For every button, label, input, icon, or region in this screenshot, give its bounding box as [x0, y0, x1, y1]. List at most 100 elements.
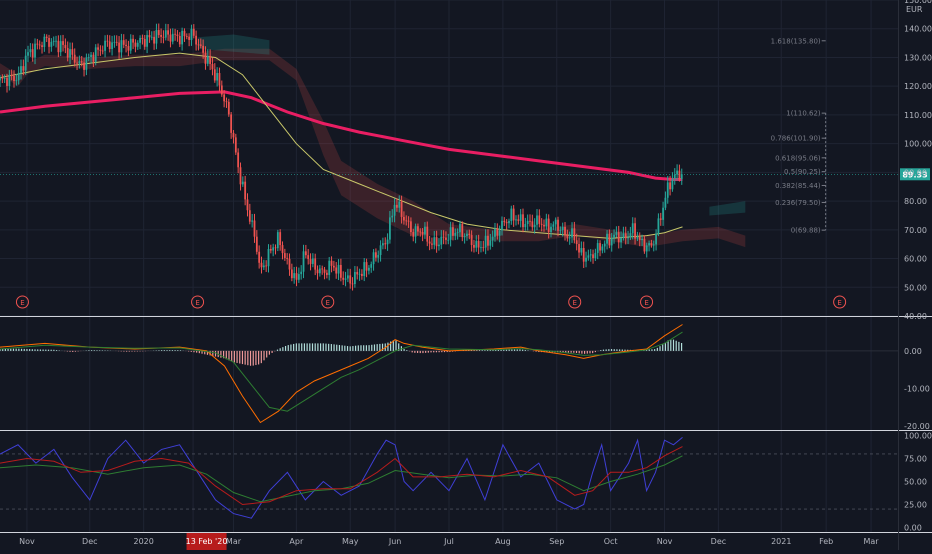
- candle-body: [351, 283, 354, 285]
- fib-level-label: 0.382(85.44): [775, 182, 821, 190]
- candle-body: [66, 48, 69, 58]
- candle-body: [69, 49, 71, 58]
- candle-body: [410, 221, 412, 233]
- candle-body: [424, 226, 426, 235]
- candle-body: [440, 236, 443, 245]
- candle-body: [244, 181, 247, 200]
- candle-body: [272, 247, 275, 251]
- price-tick-label: 90.00: [904, 168, 927, 177]
- candle-body: [127, 45, 130, 51]
- candle-body: [307, 255, 310, 260]
- candle-body: [188, 36, 191, 41]
- macd-tick-label: 0.00: [904, 347, 922, 356]
- ema-slow-line: [0, 90, 683, 181]
- earnings-marker: [833, 295, 847, 309]
- candle-body: [655, 233, 657, 245]
- price-tick-label: 40.00: [904, 312, 927, 321]
- price-tick-label: 140.00: [904, 25, 932, 34]
- candle-body: [538, 215, 541, 224]
- price-tick-label: 100.00: [904, 140, 932, 149]
- candle-body: [426, 226, 429, 242]
- candle-body: [141, 37, 144, 39]
- candle-body: [386, 239, 389, 245]
- candle-body: [190, 28, 193, 41]
- candle-body: [447, 239, 450, 241]
- candle-body: [59, 41, 62, 53]
- candle-body: [332, 265, 335, 268]
- cloud-area: [0, 48, 746, 248]
- candle-body: [274, 247, 277, 249]
- candle-body: [204, 52, 207, 64]
- candle-body: [554, 219, 557, 225]
- candle-body: [372, 252, 375, 265]
- candle-body: [290, 269, 293, 279]
- x-tick-label: Sep: [549, 537, 564, 546]
- candle-body: [589, 254, 592, 256]
- candle-body: [650, 243, 653, 246]
- candle-body: [239, 167, 242, 185]
- candle-body: [662, 207, 664, 220]
- candle-body: [43, 36, 46, 47]
- candle-body: [382, 243, 384, 246]
- candle-body: [475, 240, 478, 248]
- candle-body: [171, 33, 174, 42]
- candle-body: [134, 42, 137, 47]
- candle-body: [421, 231, 424, 235]
- earnings-marker-label: E: [573, 299, 577, 307]
- candle-body: [125, 44, 127, 46]
- earnings-marker: [568, 295, 582, 309]
- candle-body: [648, 243, 650, 246]
- date-cursor-badge: [186, 533, 227, 550]
- candle-body: [634, 223, 636, 239]
- candle-body: [265, 265, 268, 267]
- candle-body: [174, 33, 177, 35]
- x-tick-label: Nov: [657, 537, 673, 546]
- candle-body: [0, 77, 1, 81]
- x-tick-label: Dec: [711, 537, 726, 546]
- candle-body: [547, 218, 550, 233]
- candle-body: [363, 262, 366, 277]
- candle-body: [512, 208, 515, 221]
- fib-level-label: 0.236(79.50): [775, 199, 821, 207]
- candle-body: [34, 43, 36, 58]
- candle-body: [433, 237, 436, 245]
- fib-level-label: 0.5(90.25): [784, 168, 821, 176]
- candle-body: [669, 182, 671, 190]
- candle-body: [575, 240, 578, 245]
- candle-body: [456, 232, 459, 234]
- candle-body: [466, 233, 468, 237]
- candle-body: [391, 215, 394, 218]
- candle-body: [286, 257, 289, 259]
- candle-body: [587, 255, 590, 258]
- candle-body: [510, 208, 513, 222]
- candle-body: [559, 230, 562, 231]
- candle-body: [337, 264, 340, 274]
- candle-body: [17, 72, 20, 81]
- candle-body: [452, 227, 454, 236]
- candle-body: [629, 233, 632, 238]
- candle-body: [501, 220, 503, 231]
- candle-body: [580, 248, 583, 253]
- candle-body: [104, 40, 106, 51]
- earnings-marker-label: E: [326, 299, 330, 307]
- candle-body: [92, 54, 95, 62]
- candle-body: [403, 216, 405, 221]
- candle-body: [613, 234, 615, 238]
- candle-body: [536, 215, 538, 225]
- price-tick-label: 80.00: [904, 197, 927, 206]
- candle-body: [288, 258, 291, 270]
- candle-body: [311, 258, 314, 264]
- price-tick-label: 110.00: [904, 111, 932, 120]
- candle-body: [620, 237, 622, 243]
- candle-body: [297, 274, 300, 280]
- candle-body: [543, 224, 545, 227]
- candle-body: [216, 73, 219, 81]
- candle-body: [36, 43, 39, 45]
- candle-body: [349, 275, 352, 284]
- x-tick-label: 2020: [134, 537, 154, 546]
- candle-body: [631, 223, 634, 234]
- candle-body: [393, 204, 396, 216]
- candle-body: [330, 260, 333, 266]
